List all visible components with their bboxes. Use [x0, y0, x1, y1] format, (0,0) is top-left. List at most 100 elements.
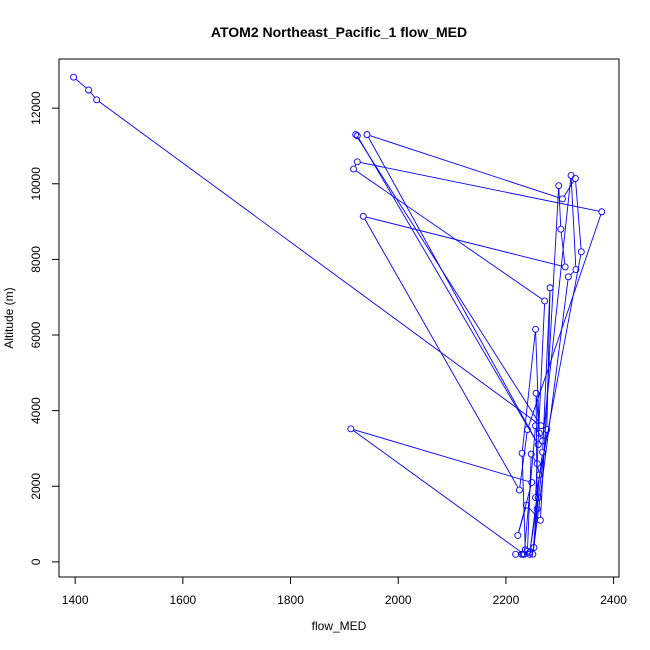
data-point	[518, 550, 525, 558]
data-point	[530, 544, 538, 551]
data-point	[535, 471, 543, 479]
x-tick-label: 2000	[385, 593, 412, 607]
series-segment	[355, 170, 543, 300]
series-segment	[518, 485, 532, 533]
data-point	[567, 172, 575, 179]
series-segment	[366, 216, 563, 267]
series-segment	[90, 92, 96, 98]
y-tick-label: 0	[29, 558, 43, 565]
data-point	[557, 225, 565, 233]
data-point	[561, 263, 569, 271]
data-point	[572, 266, 580, 274]
series-segment	[535, 396, 538, 506]
data-point	[363, 131, 371, 139]
y-tick-label: 6000	[29, 321, 43, 348]
series-segment	[360, 162, 599, 212]
series-segment	[535, 332, 540, 431]
data-point	[564, 273, 572, 281]
x-tick-label: 2400	[600, 593, 627, 607]
data-point	[353, 132, 361, 140]
series-segment	[537, 432, 547, 507]
series-segment	[364, 218, 519, 488]
series-segment	[98, 101, 539, 425]
data-point	[533, 505, 541, 513]
series-segment	[563, 180, 575, 197]
data-point	[524, 426, 531, 433]
series-segment	[558, 188, 562, 227]
series-segment	[537, 466, 540, 473]
data-point	[350, 165, 357, 173]
series-segment	[519, 432, 528, 488]
data-point	[536, 516, 544, 524]
data-point	[532, 422, 539, 430]
data-point	[85, 86, 93, 94]
series-segment	[521, 456, 526, 547]
series-segment	[528, 214, 602, 427]
series-segment	[529, 500, 539, 550]
data-point	[555, 182, 563, 190]
x-tick-label: 1800	[277, 593, 304, 607]
data-point	[518, 449, 526, 457]
data-point	[541, 297, 549, 305]
data-point	[526, 550, 534, 558]
x-tick-label: 2200	[493, 593, 520, 607]
x-axis-label: flow_MED	[312, 619, 367, 633]
series-segment	[356, 136, 540, 424]
data-point	[532, 494, 539, 502]
data-point	[539, 448, 546, 456]
data-point	[537, 422, 545, 430]
series-segment	[369, 135, 560, 199]
data-point	[546, 284, 554, 292]
x-tick-label: 1400	[62, 593, 89, 607]
series-segment	[570, 178, 577, 267]
data-point	[93, 96, 101, 104]
data-point	[527, 450, 535, 458]
series-segment	[546, 290, 551, 427]
data-point	[539, 437, 546, 445]
data-point	[514, 531, 522, 539]
data-point	[522, 501, 530, 509]
y-tick-label: 12000	[29, 91, 43, 125]
series-segment	[358, 138, 538, 443]
series-segment	[536, 428, 542, 439]
series-segment	[353, 429, 530, 483]
data-point	[543, 426, 551, 433]
x-axis: 1400 1600 1800 2000 2200 2400	[62, 576, 627, 607]
data-point	[359, 212, 367, 220]
y-axis-label: Altitude (m)	[2, 287, 16, 348]
data-point	[534, 441, 542, 449]
data-point	[353, 158, 361, 166]
y-tick-label: 2000	[29, 473, 43, 500]
data-point	[577, 248, 585, 256]
data-point	[532, 325, 539, 333]
series-segment	[533, 500, 539, 545]
y-tick-label: 4000	[29, 397, 43, 424]
series-segment	[570, 271, 575, 276]
y-axis: 0 2000 4000 6000 8000 10000 12000	[29, 91, 60, 565]
data-point	[352, 131, 360, 139]
chart-title: ATOM2 Northeast_Pacific_1 flow_MED	[211, 24, 467, 40]
y-tick-label: 8000	[29, 246, 43, 273]
data-point	[535, 429, 543, 437]
y-tick-label: 10000	[29, 167, 43, 201]
data-point	[528, 479, 536, 486]
series-segment	[540, 188, 559, 518]
series-segment	[368, 137, 538, 443]
series-segment	[575, 181, 582, 249]
x-tick-label: 1600	[169, 593, 196, 607]
data-point	[533, 460, 541, 468]
data-point	[70, 73, 77, 81]
series-segment	[75, 78, 87, 89]
data-point	[532, 389, 540, 397]
data-point	[598, 208, 606, 216]
data-point	[534, 494, 542, 502]
series-segment	[532, 456, 536, 462]
data-point	[515, 486, 523, 494]
series-segment	[527, 457, 532, 549]
data-point	[526, 548, 534, 556]
series-segment	[353, 430, 523, 553]
series-flow-med	[70, 73, 606, 558]
data-point	[347, 425, 355, 433]
